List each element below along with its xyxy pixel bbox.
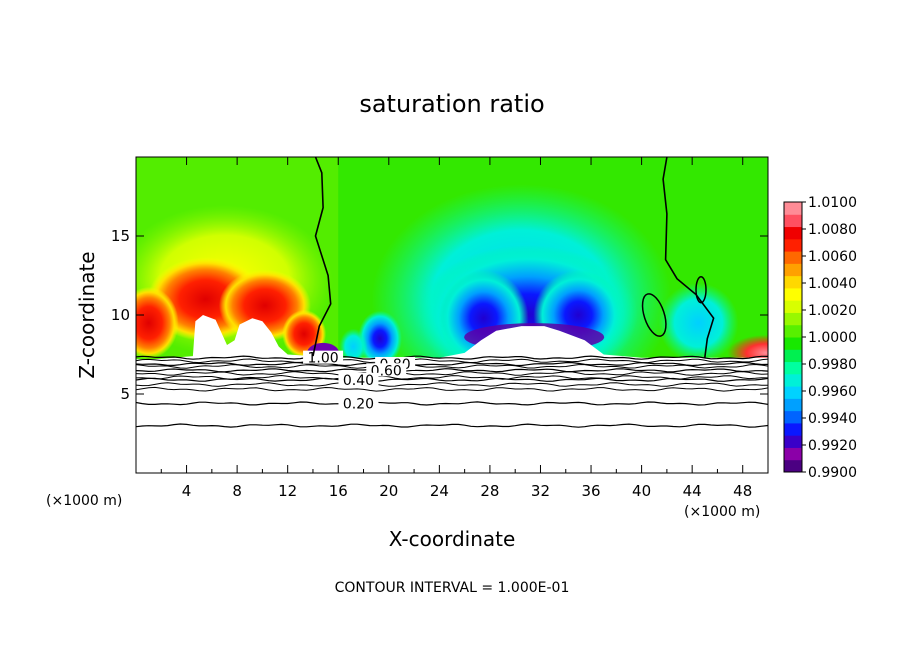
y-tick-label: 5 bbox=[120, 385, 130, 403]
x-tick-label: 28 bbox=[480, 482, 499, 500]
contour-line bbox=[136, 361, 768, 367]
y-tick-label: 10 bbox=[111, 306, 130, 324]
colorbar-swatch bbox=[784, 226, 802, 240]
colorbar-swatch bbox=[784, 324, 802, 338]
colorbar-swatch bbox=[784, 202, 802, 215]
colorbar-label: 1.0040 bbox=[808, 276, 857, 292]
contour-line bbox=[136, 386, 768, 392]
terrain-shape bbox=[136, 315, 768, 473]
colorbar-label: 0.9900 bbox=[808, 465, 857, 481]
colorbar-label: 0.9920 bbox=[808, 438, 857, 454]
x-tick-label: 4 bbox=[182, 482, 192, 500]
x-tick-label: 20 bbox=[379, 482, 398, 500]
x-tick-label: 48 bbox=[733, 482, 752, 500]
x-axis-unit-left: (×1000 m) bbox=[46, 493, 122, 509]
red-core-edge bbox=[136, 286, 179, 359]
cyan-core-small bbox=[339, 328, 368, 365]
x-axis: 4 8 12 16 20 24 28 32 36 40 44 48 bbox=[160, 157, 752, 500]
contour-line bbox=[136, 423, 768, 428]
colorbar-label: 0.9940 bbox=[808, 411, 857, 427]
contour-label: 0.40 bbox=[343, 373, 374, 389]
saturation-contour-loop bbox=[695, 275, 707, 304]
colorbar-swatch bbox=[784, 410, 802, 424]
colorbar-swatch bbox=[784, 398, 802, 412]
contour-label: 0.20 bbox=[343, 396, 374, 412]
contour-label-bg bbox=[338, 396, 379, 410]
contour-line bbox=[136, 377, 768, 382]
colorbar-swatch bbox=[784, 251, 802, 264]
colorbar-swatch bbox=[784, 238, 802, 252]
colorbar: 1.0100 1.0080 1.0060 1.0040 1.0020 1.0000 0.99… bbox=[783, 195, 857, 481]
colorbar-label: 1.0100 bbox=[808, 195, 857, 211]
colorbar-swatch bbox=[784, 263, 802, 277]
contour-line bbox=[136, 355, 768, 360]
saturation-contour-right bbox=[662, 157, 715, 358]
saturation-contour-loop bbox=[641, 293, 667, 337]
colorbar-swatch bbox=[784, 312, 802, 326]
contour-label-bg bbox=[338, 372, 379, 386]
saturation-field bbox=[136, 157, 768, 415]
plot-area: 1.000.800.600.400.20 bbox=[136, 157, 768, 473]
colorbar-swatch bbox=[784, 373, 802, 387]
y-axis: 5 10 15 bbox=[111, 227, 768, 403]
terrain-mask bbox=[136, 315, 768, 473]
blue-core-small bbox=[357, 310, 402, 367]
colorbar-swatch bbox=[784, 300, 802, 313]
contour-interval-note: CONTOUR INTERVAL = 1.000E-01 bbox=[335, 580, 570, 596]
colorbar-label: 0.9960 bbox=[808, 384, 857, 400]
x-tick-label: 40 bbox=[632, 482, 651, 500]
colorbar-label: 1.0060 bbox=[808, 249, 857, 265]
contour-line bbox=[136, 382, 768, 387]
colorbar-label: 1.0000 bbox=[808, 330, 857, 346]
contour-line bbox=[136, 358, 768, 364]
contour-line bbox=[136, 368, 768, 373]
chart-title: saturation ratio bbox=[359, 90, 544, 118]
colorbar-swatch bbox=[784, 459, 802, 473]
colorbar-swatch bbox=[784, 214, 802, 228]
colorbar-swatch bbox=[784, 337, 802, 350]
saturation-contour-left bbox=[312, 157, 332, 357]
y-tick-label: 15 bbox=[111, 227, 130, 245]
contour-line bbox=[136, 374, 768, 380]
x-tick-label: 8 bbox=[232, 482, 242, 500]
colorbar-swatch bbox=[784, 287, 802, 301]
colorbar-swatch bbox=[784, 435, 802, 448]
x-tick-label: 32 bbox=[531, 482, 550, 500]
contour-line bbox=[136, 401, 768, 406]
x-tick-label: 24 bbox=[430, 482, 449, 500]
x-tick-label: 16 bbox=[329, 482, 348, 500]
colorbar-label: 1.0080 bbox=[808, 222, 857, 238]
x-axis-unit-right: (×1000 m) bbox=[684, 504, 760, 520]
colorbar-label: 0.9980 bbox=[808, 357, 857, 373]
colorbar-swatch bbox=[784, 447, 802, 461]
x-tick-label: 36 bbox=[581, 482, 600, 500]
contour-label: 0.60 bbox=[371, 363, 402, 379]
contour-line bbox=[136, 371, 768, 376]
colorbar-swatch bbox=[784, 349, 802, 363]
colorbar-swatch bbox=[784, 275, 802, 289]
x-tick-label: 44 bbox=[683, 482, 702, 500]
y-axis-label: Z-coordinate bbox=[75, 251, 99, 378]
contour-label: 1.00 bbox=[307, 351, 338, 367]
colorbar-label: 1.0020 bbox=[808, 303, 857, 319]
contour-lines: 1.000.800.600.400.20 bbox=[136, 157, 768, 428]
x-axis-label: X-coordinate bbox=[389, 527, 516, 551]
cyan-core-right bbox=[658, 282, 739, 363]
colorbar-swatch bbox=[784, 386, 802, 399]
x-tick-label: 12 bbox=[278, 482, 297, 500]
colorbar-swatch bbox=[784, 422, 802, 436]
colorbar-swatch bbox=[784, 361, 802, 375]
